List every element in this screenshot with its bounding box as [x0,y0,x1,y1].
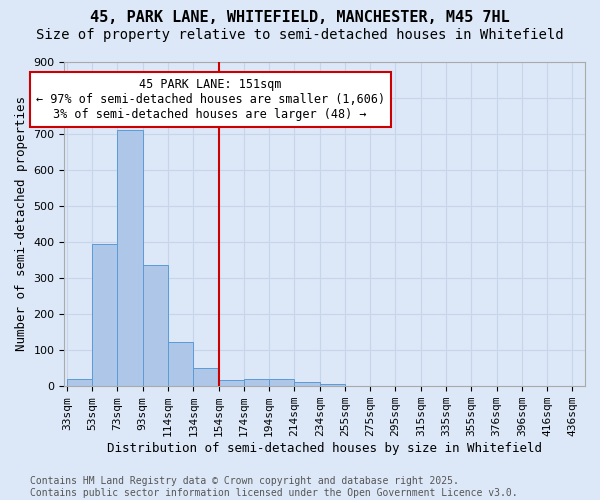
Bar [118,130,143,386]
Bar [320,384,345,386]
Bar [269,379,295,386]
X-axis label: Distribution of semi-detached houses by size in Whitefield: Distribution of semi-detached houses by … [107,442,542,455]
Bar [295,382,320,386]
Bar [168,342,193,386]
Text: Contains HM Land Registry data © Crown copyright and database right 2025.
Contai: Contains HM Land Registry data © Crown c… [30,476,518,498]
Bar [92,244,118,386]
Bar [244,379,269,386]
Text: Size of property relative to semi-detached houses in Whitefield: Size of property relative to semi-detach… [36,28,564,42]
Bar [67,379,92,386]
Bar [143,266,168,386]
Bar [193,368,218,386]
Bar [218,380,244,386]
Text: 45 PARK LANE: 151sqm
← 97% of semi-detached houses are smaller (1,606)
3% of sem: 45 PARK LANE: 151sqm ← 97% of semi-detac… [35,78,385,120]
Text: 45, PARK LANE, WHITEFIELD, MANCHESTER, M45 7HL: 45, PARK LANE, WHITEFIELD, MANCHESTER, M… [90,10,510,25]
Y-axis label: Number of semi-detached properties: Number of semi-detached properties [15,96,28,352]
